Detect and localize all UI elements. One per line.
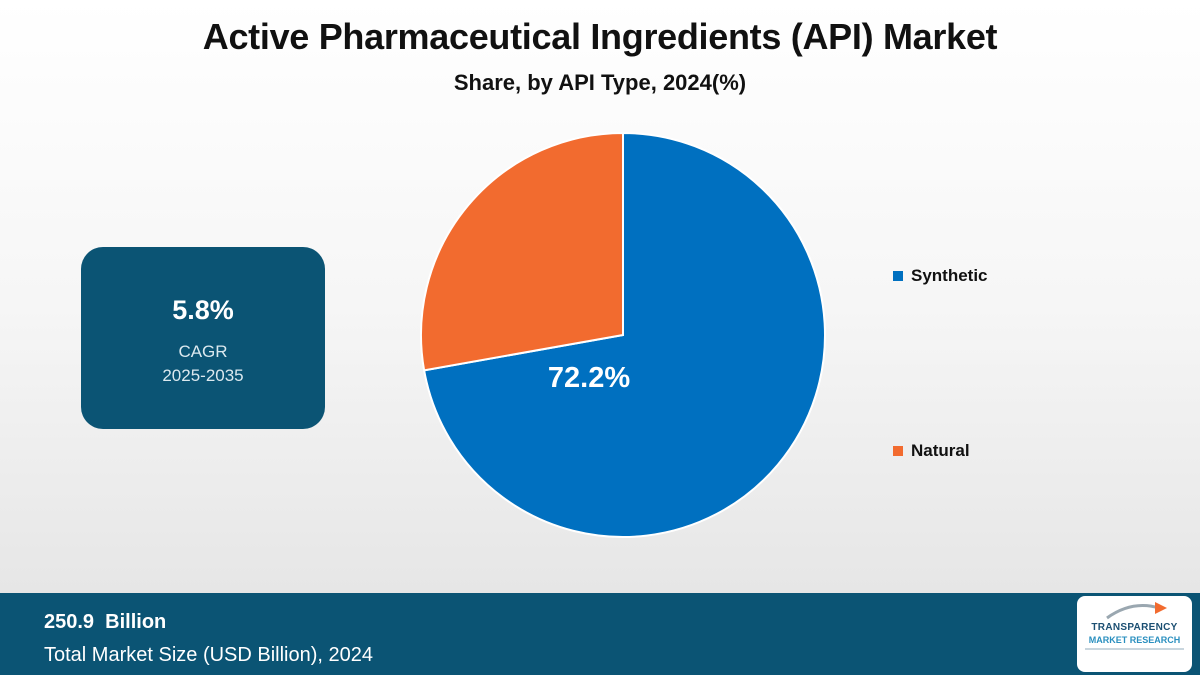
pie-slice-synthetic	[422, 131, 826, 538]
pie-chart: 72.2%	[420, 131, 826, 538]
logo-tagline	[1085, 648, 1184, 650]
company-logo: TRANSPARENCY MARKET RESEARCH	[1077, 596, 1192, 672]
cagr-period: 2025-2035	[162, 366, 244, 385]
legend-label-synthetic: Synthetic	[911, 266, 988, 285]
logo-line1: TRANSPARENCY	[1091, 622, 1178, 633]
cagr-label: CAGR	[178, 342, 228, 361]
chart-subtitle: Share, by API Type, 2024(%)	[453, 70, 747, 95]
cagr-value: 5.8%	[172, 295, 234, 325]
pie-data-label-synthetic: 72.2%	[548, 362, 630, 394]
market-size-label: Total Market Size (USD Billion), 2024	[44, 644, 374, 666]
legend-label-natural: Natural	[911, 441, 970, 460]
chart-title: Active Pharmaceutical Ingredients (API) …	[202, 16, 998, 57]
logo-line2: MARKET RESEARCH	[1088, 635, 1181, 645]
cagr-card: 5.8% CAGR 2025-2035	[81, 247, 325, 429]
logo-arrow-icon	[1106, 602, 1167, 620]
market-size-value: 250.9 Billion	[44, 611, 167, 633]
footer-bar: 250.9 Billion Total Market Size (USD Bil…	[0, 593, 1200, 675]
legend-item-natural: Natural	[893, 441, 970, 461]
legend-swatch-natural	[893, 446, 903, 456]
pie-slice-natural	[420, 131, 624, 372]
legend-item-synthetic: Synthetic	[893, 266, 988, 286]
legend-swatch-synthetic	[893, 271, 903, 281]
